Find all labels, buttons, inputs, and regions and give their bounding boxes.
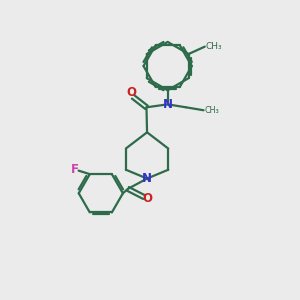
Text: O: O [127,86,137,99]
Text: CH₃: CH₃ [205,106,219,115]
Text: N: N [142,172,152,185]
Text: O: O [142,192,152,205]
Text: CH₃: CH₃ [206,42,223,51]
Text: N: N [163,98,173,111]
Text: F: F [71,163,79,176]
